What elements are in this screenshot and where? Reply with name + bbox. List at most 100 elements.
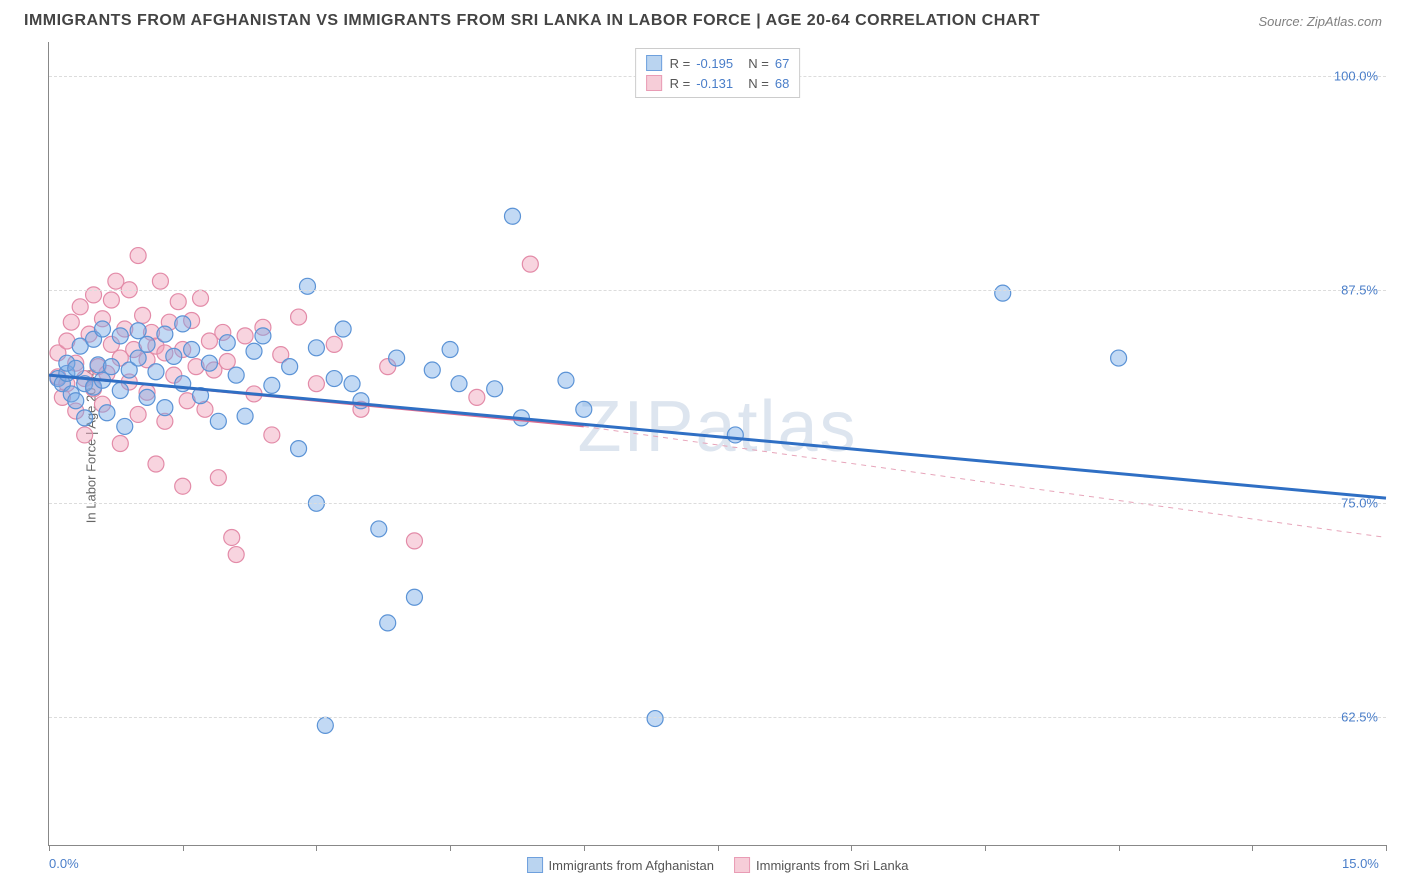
legend-series: Immigrants from Afghanistan Immigrants fr… [527,857,909,873]
scatter-point [647,711,663,727]
x-tick-label: 15.0% [1342,856,1379,871]
scatter-point [469,389,485,405]
x-tick [183,845,184,851]
scatter-point [558,372,574,388]
scatter-point [487,381,503,397]
chart-title: IMMIGRANTS FROM AFGHANISTAN VS IMMIGRANT… [24,12,1040,30]
legend-n: N = 67 [741,56,789,71]
scatter-point [103,359,119,375]
title-bar: IMMIGRANTS FROM AFGHANISTAN VS IMMIGRANT… [24,12,1382,30]
scatter-point [130,248,146,264]
scatter-point [201,355,217,371]
scatter-point [219,353,235,369]
scatter-point [175,478,191,494]
plot-svg [49,42,1386,845]
legend-swatch [646,55,662,71]
x-tick [584,845,585,851]
scatter-point [68,360,84,376]
x-tick [985,845,986,851]
x-tick [1252,845,1253,851]
legend-swatch [646,75,662,91]
y-tick-label: 87.5% [1341,282,1378,297]
scatter-point [522,256,538,272]
trend-line [584,426,1386,537]
scatter-point [130,323,146,339]
scatter-point [193,290,209,306]
legend-item: Immigrants from Sri Lanka [734,857,908,873]
x-tick [49,845,50,851]
scatter-point [228,547,244,563]
scatter-point [406,589,422,605]
scatter-point [130,406,146,422]
scatter-point [255,328,271,344]
scatter-point [317,717,333,733]
scatter-point [308,340,324,356]
scatter-point [371,521,387,537]
scatter-point [148,364,164,380]
scatter-point [228,367,244,383]
scatter-point [299,278,315,294]
scatter-point [237,408,253,424]
scatter-point [326,336,342,352]
scatter-point [72,299,88,315]
legend-item: Immigrants from Afghanistan [527,857,714,873]
scatter-point [117,418,133,434]
scatter-point [68,393,84,409]
x-tick [1119,845,1120,851]
scatter-point [576,401,592,417]
scatter-point [264,427,280,443]
scatter-point [77,427,93,443]
x-tick [851,845,852,851]
scatter-point [282,359,298,375]
scatter-point [130,350,146,366]
scatter-point [148,456,164,472]
scatter-point [246,343,262,359]
scatter-point [264,377,280,393]
legend-n: N = 68 [741,76,789,91]
scatter-point [291,441,307,457]
scatter-point [406,533,422,549]
scatter-point [184,342,200,358]
scatter-point [157,326,173,342]
scatter-point [451,376,467,392]
scatter-point [389,350,405,366]
legend-label: Immigrants from Afghanistan [549,858,714,873]
scatter-point [308,376,324,392]
scatter-point [112,436,128,452]
scatter-point [77,410,93,426]
trend-line [49,375,1386,498]
source-label: Source: ZipAtlas.com [1258,14,1382,29]
legend-swatch [734,857,750,873]
scatter-point [63,314,79,330]
scatter-point [112,383,128,399]
scatter-point [424,362,440,378]
gridline [49,717,1386,718]
scatter-point [995,285,1011,301]
scatter-point [219,335,235,351]
scatter-point [112,328,128,344]
scatter-point [139,336,155,352]
scatter-point [175,316,191,332]
scatter-point [135,307,151,323]
scatter-point [210,470,226,486]
scatter-point [94,321,110,337]
y-tick-label: 100.0% [1334,69,1378,84]
x-tick [1386,845,1387,851]
scatter-point [291,309,307,325]
scatter-point [99,405,115,421]
scatter-point [504,208,520,224]
scatter-point [152,273,168,289]
scatter-point [380,615,396,631]
scatter-point [139,389,155,405]
y-tick-label: 62.5% [1341,709,1378,724]
y-tick-label: 75.0% [1341,496,1378,511]
scatter-point [326,371,342,387]
gridline [49,290,1386,291]
scatter-point [727,427,743,443]
x-tick-label: 0.0% [49,856,79,871]
plot-area: ZIPatlas R = -0.195 N = 67R = -0.131 N =… [48,42,1386,846]
scatter-point [344,376,360,392]
legend-swatch [527,857,543,873]
scatter-point [157,400,173,416]
chart-container: IMMIGRANTS FROM AFGHANISTAN VS IMMIGRANT… [0,0,1406,892]
